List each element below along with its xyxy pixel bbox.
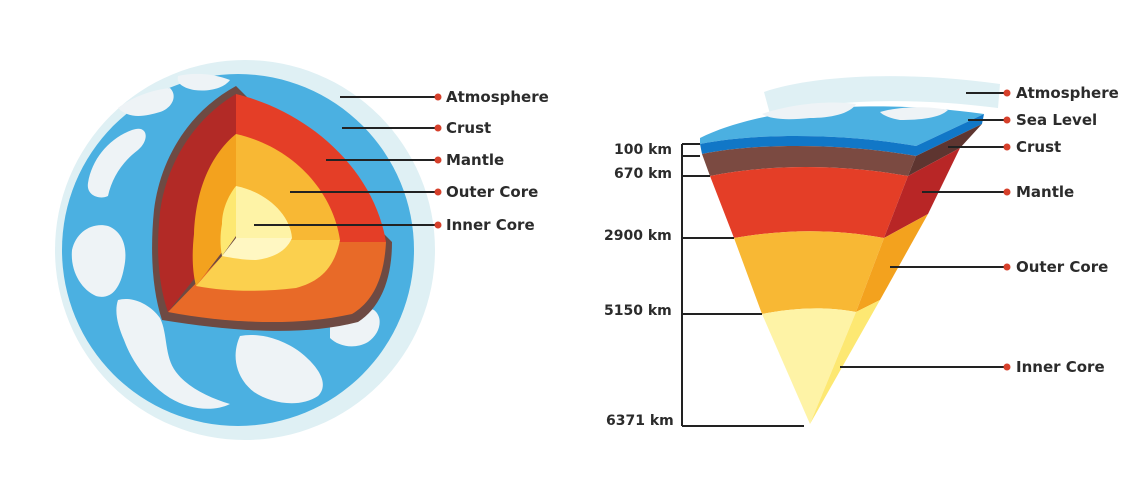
- cone-label-crust: Crust: [1016, 138, 1061, 156]
- depth-label-100: 100 km: [614, 142, 672, 158]
- cone-outer-core-layer: [734, 231, 884, 314]
- depth-label-2900: 2900 km: [604, 228, 672, 244]
- globe-label-inner-core: Inner Core: [446, 216, 535, 234]
- depth-label-6371: 6371 km: [606, 413, 674, 429]
- globe-label-mantle: Mantle: [446, 151, 504, 169]
- cone-sea-layer: [700, 114, 984, 156]
- cone-surface-land: [762, 102, 948, 120]
- globe-label-crust: Crust: [446, 119, 491, 137]
- depth-scale: 100 km 670 km 2900 km 5150 km 6371 km: [604, 142, 804, 429]
- cone-outer-core-side: [856, 214, 928, 312]
- globe-mantle-side: [158, 94, 236, 312]
- cone-atmosphere-dot: [1003, 89, 1011, 97]
- globe-inner-core-dot: [434, 221, 442, 229]
- cone-inner-core-side: [810, 300, 880, 424]
- cone-label-inner-core: Inner Core: [1016, 358, 1105, 376]
- cone-label-outer-core: Outer Core: [1016, 258, 1108, 276]
- cone-sea-level-dot: [1003, 116, 1011, 124]
- cone-outer-core-dot: [1003, 263, 1011, 271]
- globe-inner-core-bottom: [222, 238, 292, 260]
- globe-atmosphere-dot: [434, 93, 442, 101]
- cone-cross-section: [700, 76, 1000, 424]
- cone-inner-core-dot: [1003, 363, 1011, 371]
- cone-label-atmosphere: Atmosphere: [1016, 84, 1119, 102]
- cone-mantle-layer: [710, 167, 908, 238]
- globe-label-atmosphere: Atmosphere: [446, 88, 549, 106]
- globe-outer-core-dot: [434, 188, 442, 196]
- depth-label-670: 670 km: [614, 166, 672, 182]
- globe-label-outer-core: Outer Core: [446, 183, 538, 201]
- cone-label-sea-level: Sea Level: [1016, 111, 1097, 129]
- globe-inner-core-side: [220, 186, 236, 256]
- globe-crust-dot: [434, 124, 442, 132]
- globe-labels: Atmosphere Crust Mantle Outer Core Inner…: [254, 88, 549, 234]
- cone-label-mantle: Mantle: [1016, 183, 1074, 201]
- cone-inner-core-layer: [762, 308, 856, 424]
- globe-cutaway: [55, 60, 435, 440]
- globe-land: [71, 73, 380, 409]
- cone-mantle-dot: [1003, 188, 1011, 196]
- depth-label-5150: 5150 km: [604, 303, 672, 319]
- cone-crust-layer: [702, 145, 916, 176]
- cone-crust-dot: [1003, 143, 1011, 151]
- globe-mantle-dot: [434, 156, 442, 164]
- cone-crust-side: [908, 124, 982, 176]
- cone-labels: Atmosphere Sea Level Crust Mantle Outer …: [840, 84, 1119, 376]
